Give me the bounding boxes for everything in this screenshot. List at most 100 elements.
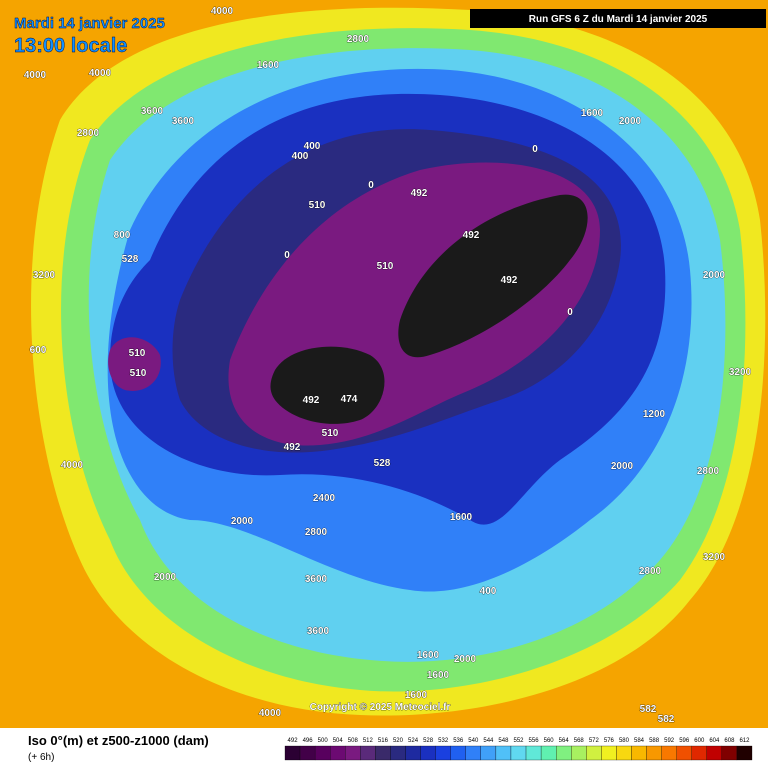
time: 13:00 locale <box>14 35 127 57</box>
contour-label: 1600 <box>257 60 280 71</box>
scale-label: 528 <box>423 738 434 744</box>
contour-label: 2000 <box>454 654 477 665</box>
scale-label: 604 <box>709 738 720 744</box>
contour-label: 400 <box>480 586 497 597</box>
contour-label: 4000 <box>211 6 234 17</box>
scale-swatch <box>360 745 376 761</box>
scale-swatch <box>661 745 677 761</box>
scale-label: 556 <box>529 738 540 744</box>
zone-black-south <box>270 346 385 424</box>
scale-swatch <box>616 745 632 761</box>
scale-swatch <box>435 745 451 761</box>
contour-label: 2800 <box>305 527 328 538</box>
contour-label: 582 <box>640 704 657 715</box>
header: Mardi 14 janvier 2025 13:00 locale Run G… <box>14 9 766 713</box>
contour-label: 2800 <box>77 128 100 139</box>
contour-label: 3200 <box>33 270 56 281</box>
scale-swatch <box>284 745 301 761</box>
scale-label: 552 <box>513 738 524 744</box>
scale-swatch <box>510 745 527 761</box>
contour-label: 492 <box>463 230 480 241</box>
contour-label: 2000 <box>619 116 642 127</box>
scale-label: 532 <box>438 738 449 744</box>
run: Run GFS 6 Z du Mardi 14 janvier 2025 <box>529 14 708 25</box>
scale-label: 536 <box>453 738 464 744</box>
scale-label: 576 <box>604 738 615 744</box>
scale-label: 504 <box>333 738 344 744</box>
scale-label: 592 <box>664 738 675 744</box>
map-field <box>0 0 768 728</box>
scale-swatch <box>556 745 572 761</box>
scale-label: 600 <box>694 738 705 744</box>
contour-label: 1600 <box>417 650 440 661</box>
contour-label: 400 <box>304 141 321 152</box>
scale-label: 608 <box>724 738 735 744</box>
contour-label: 2000 <box>154 572 177 583</box>
scale-swatch <box>706 745 723 761</box>
contour-label: 492 <box>303 395 320 406</box>
contour-label: 1600 <box>405 690 428 701</box>
contour-label: 600 <box>30 345 47 356</box>
scale-swatch <box>601 745 617 761</box>
zone-black-north <box>398 194 588 358</box>
contour-label: 3600 <box>141 106 164 117</box>
contour-label: 510 <box>377 261 394 272</box>
scale-label: 500 <box>318 738 329 744</box>
contour-label: 0 <box>532 144 538 155</box>
scale-swatch <box>405 745 421 761</box>
contour-label: 2400 <box>313 493 336 504</box>
scale-swatch <box>375 745 391 761</box>
scale-label: 572 <box>589 738 600 744</box>
scale-swatch <box>646 745 662 761</box>
scale-label: 508 <box>348 738 359 744</box>
run-box <box>470 9 766 28</box>
contour-label: 4000 <box>89 68 112 79</box>
scale-label: 584 <box>634 738 645 744</box>
contour-label: 400 <box>292 151 309 162</box>
contour-label: 492 <box>411 188 428 199</box>
contour-label: 0 <box>284 250 290 261</box>
scale-swatch <box>540 745 557 761</box>
scale-swatch <box>631 745 647 761</box>
scale-swatch <box>676 745 692 761</box>
scale-label: 540 <box>468 738 479 744</box>
scale-swatch <box>299 745 316 761</box>
scale-swatch <box>736 745 753 761</box>
scale-label: 580 <box>619 738 630 744</box>
scale-label: 516 <box>378 738 389 744</box>
scale-label: 492 <box>288 738 299 744</box>
map-labels: 4000280016004000400036003600280040040004… <box>24 6 752 726</box>
contour-label: 800 <box>114 230 131 241</box>
scale-swatch <box>721 745 738 761</box>
legend-title: Iso 0°(m) et z500-z1000 (dam) <box>28 733 209 748</box>
scale-swatch <box>495 745 512 761</box>
scale-swatch <box>390 745 406 761</box>
scale-label: 560 <box>544 738 555 744</box>
zone-purple-west <box>108 337 161 391</box>
scale-swatch <box>480 745 497 761</box>
scale-label: 596 <box>679 738 690 744</box>
contour-label: 510 <box>309 200 326 211</box>
contour-label: 3200 <box>703 552 726 563</box>
contour-label: 2000 <box>231 516 254 527</box>
contour-label: 4000 <box>259 708 282 719</box>
scale-swatch <box>450 745 466 761</box>
scale-label: 612 <box>739 738 750 744</box>
scale-label: 564 <box>559 738 570 744</box>
scale-label: 496 <box>303 738 314 744</box>
contour-label: 0 <box>368 180 374 191</box>
contour-label: 474 <box>341 394 358 405</box>
scale-label: 524 <box>408 738 419 744</box>
scale-label: 588 <box>649 738 660 744</box>
contour-label: 528 <box>122 254 139 265</box>
contour-label: 3600 <box>172 116 195 127</box>
contour-label: 3600 <box>305 574 328 585</box>
contour-label: 510 <box>130 368 147 379</box>
contour-label: 1200 <box>643 409 666 420</box>
contour-label: 528 <box>374 458 391 469</box>
contour-label: 1600 <box>581 108 604 119</box>
legend: Iso 0°(m) et z500-z1000 (dam) (+ 6h) 492… <box>0 728 768 768</box>
contour-label: 1600 <box>427 670 450 681</box>
scale-label: 548 <box>498 738 509 744</box>
